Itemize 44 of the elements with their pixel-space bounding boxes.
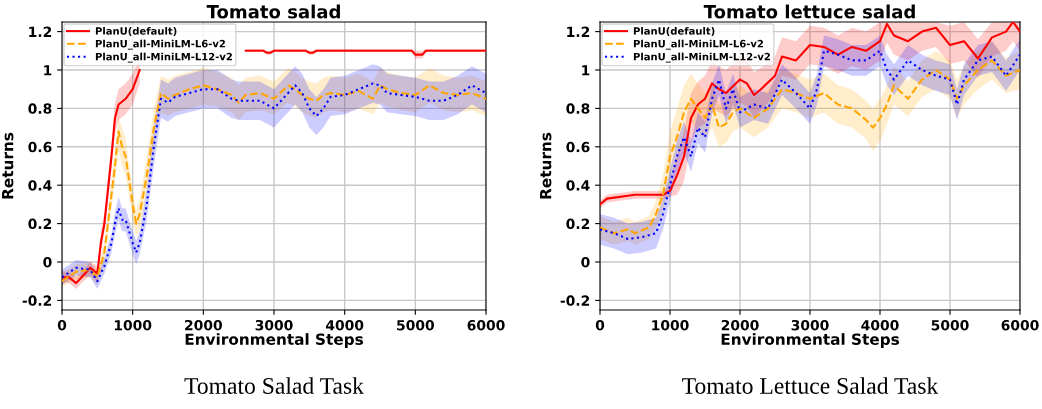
y-tick-label: -0.2 xyxy=(560,295,590,306)
x-tick-label: 2000 xyxy=(185,319,222,331)
x-tick-label: 3000 xyxy=(791,319,829,331)
x-tick-label: 6000 xyxy=(467,319,505,331)
y-tick-label: 0.6 xyxy=(566,141,590,153)
x-tick-label: 5000 xyxy=(397,319,434,331)
text: Tomato Lettuce Salad Task xyxy=(682,377,939,394)
text: Tomato Salad Task xyxy=(184,377,364,394)
x-tick-label: 1000 xyxy=(652,319,689,331)
y-tick-label: 1.2 xyxy=(567,26,590,37)
legend-label: PlanU_all-MiniLM-L12-v2 xyxy=(95,52,232,63)
legend-label: PlanU_all-MiniLM-L6-v2 xyxy=(95,39,225,50)
x-tick-label: 4000 xyxy=(325,319,364,331)
x-axis-title: Environmental Steps xyxy=(721,333,899,348)
y-tick-label: 0 xyxy=(43,256,52,268)
x-tick-label: 1000 xyxy=(114,319,152,331)
x-tick-label: 4000 xyxy=(861,319,899,331)
legend-label: PlanU_all-MiniLM-L6-v2 xyxy=(633,39,763,50)
y-tick-label: -0.2 xyxy=(22,295,52,306)
y-tick-label: 0.4 xyxy=(566,180,590,191)
y-tick-label: 1 xyxy=(44,65,52,76)
y-tick-label: 0.4 xyxy=(28,180,52,191)
x-axis-title: Environmental Steps xyxy=(185,333,363,348)
y-tick-label: 1 xyxy=(582,65,590,76)
y-tick-label: 0 xyxy=(581,256,590,268)
x-tick-label: 0 xyxy=(57,319,67,331)
x-tick-label: 5000 xyxy=(931,319,969,331)
x-tick-label: 0 xyxy=(595,319,605,331)
y-tick-label: 1.2 xyxy=(29,26,52,37)
legend-label: PlanU(default) xyxy=(633,27,715,36)
y-tick-label: 0.8 xyxy=(566,103,590,114)
y-tick-label: 0.2 xyxy=(566,218,590,230)
legend-label: PlanU(default) xyxy=(95,27,177,36)
y-axis-title: Returns xyxy=(2,132,14,199)
y-tick-label: 0.6 xyxy=(28,141,52,153)
x-tick-label: 2000 xyxy=(721,319,759,331)
x-tick-label: 6000 xyxy=(1001,319,1039,331)
y-tick-label: 0.8 xyxy=(28,103,52,114)
x-tick-label: 3000 xyxy=(255,319,293,331)
y-tick-label: 0.2 xyxy=(28,218,52,230)
y-axis-title: Returns xyxy=(540,132,552,199)
chart-title: Tomato lettuce salad xyxy=(703,4,915,19)
legend-label: PlanU_all-MiniLM-L12-v2 xyxy=(633,52,770,63)
chart-title: Tomato salad xyxy=(206,4,340,19)
